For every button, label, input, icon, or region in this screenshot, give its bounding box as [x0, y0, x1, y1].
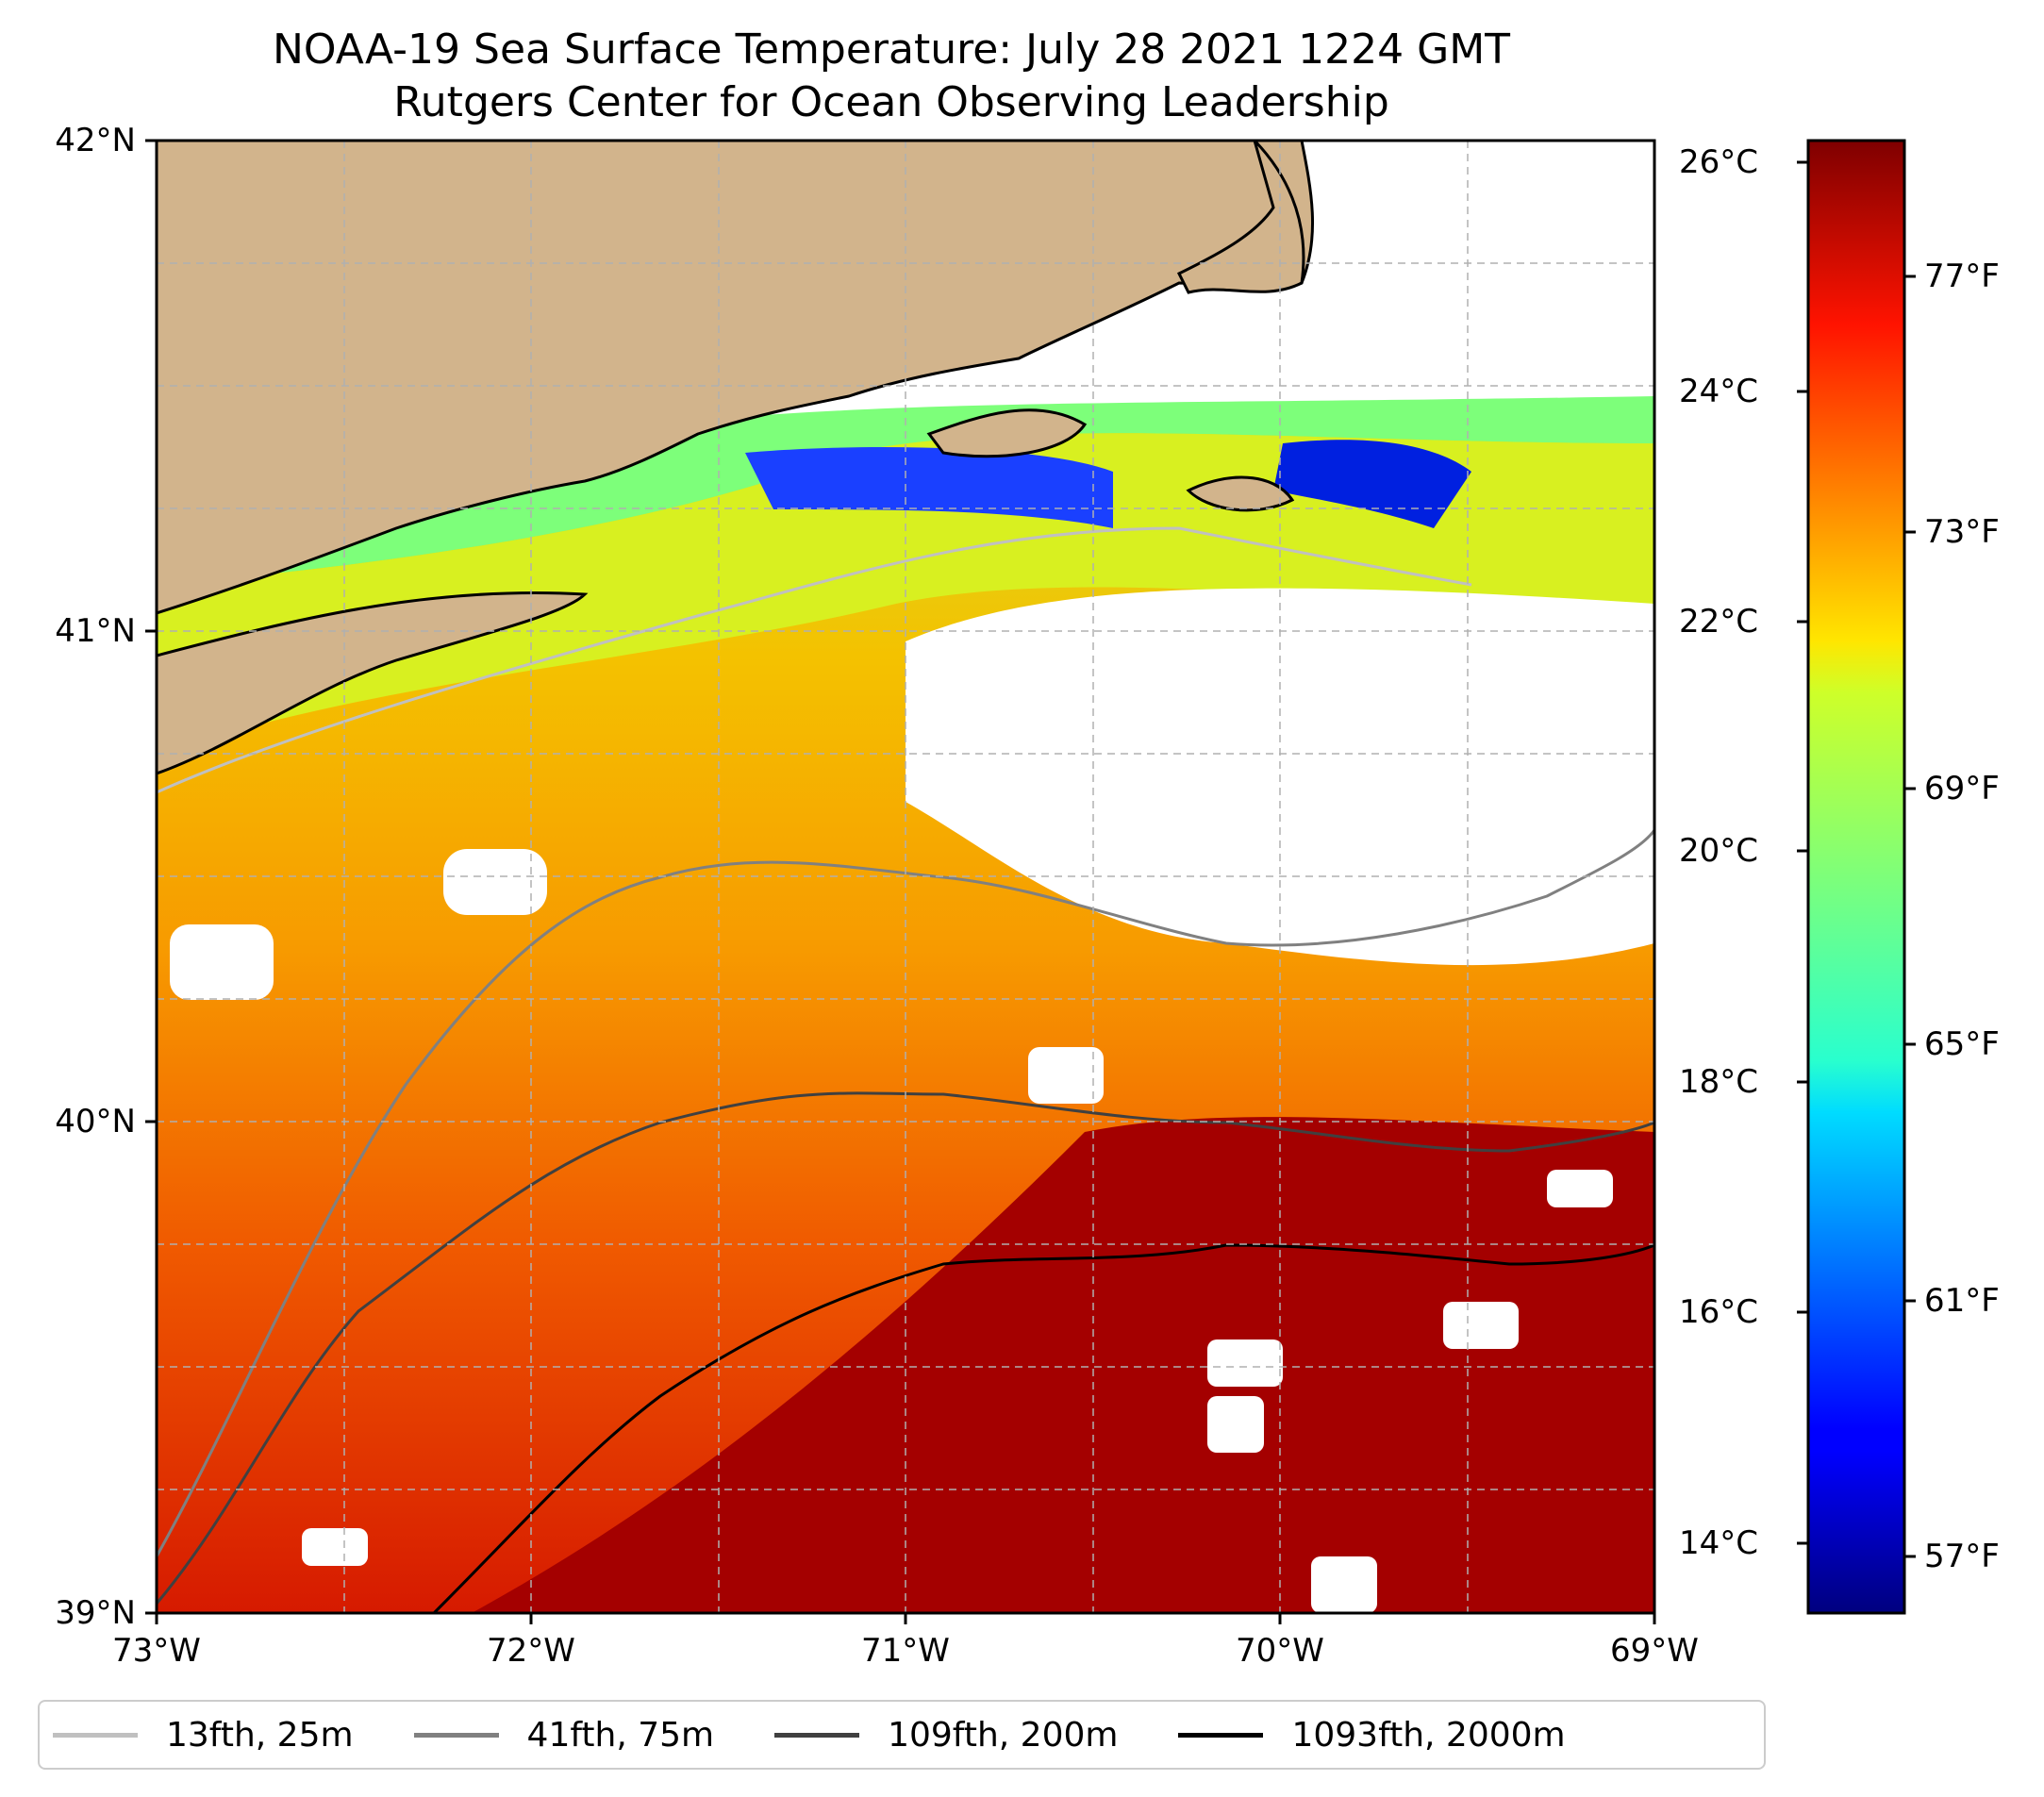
isobath-200m [157, 1091, 1654, 1605]
celsius-tick-label: 14°C [1679, 1524, 1759, 1562]
lat-tick-label: 42°N [55, 122, 136, 159]
cloud-patch [1547, 1170, 1613, 1207]
lat-tick-label: 40°N [55, 1103, 136, 1140]
legend-item-75m: 41fth, 75m [413, 1715, 715, 1755]
lon-tick-label: 73°W [112, 1632, 201, 1670]
legend-item-2000m: 1093fth, 2000m [1178, 1715, 1566, 1755]
legend-label-25m: 13fth, 25m [166, 1715, 354, 1755]
isobath-2000m [432, 1243, 1654, 1613]
fahrenheit-tick-label: 65°F [1924, 1025, 2000, 1063]
lon-tick-label: 70°W [1236, 1632, 1324, 1670]
cloud-patch [1028, 1047, 1104, 1104]
lon-tick-label: 69°W [1610, 1632, 1699, 1670]
lon-tick-label: 72°W [487, 1632, 575, 1670]
cloud-patch [170, 924, 274, 1000]
colorbar [1806, 139, 1906, 1615]
celsius-tick-label: 22°C [1679, 603, 1759, 641]
legend-line-25m [53, 1732, 138, 1738]
map-subtitle: Rutgers Center for Ocean Observing Leade… [393, 78, 1389, 126]
lon-tick-label: 71°W [861, 1632, 950, 1670]
legend-label-2000m: 1093fth, 2000m [1291, 1715, 1566, 1755]
isobath-75m [157, 829, 1654, 1557]
isobath-25m [157, 526, 1472, 794]
cloud-patch [302, 1528, 368, 1566]
map-title: NOAA-19 Sea Surface Temperature: July 28… [272, 25, 1511, 74]
celsius-tick-label: 24°C [1679, 373, 1759, 410]
cloud-patch [1207, 1396, 1264, 1453]
lat-tick-label: 39°N [55, 1594, 136, 1632]
celsius-tick-label: 16°C [1679, 1293, 1759, 1331]
celsius-tick-label: 18°C [1679, 1063, 1759, 1101]
blue-cold-patches-east [1273, 440, 1471, 528]
fahrenheit-tick-label: 61°F [1924, 1282, 2000, 1320]
legend-line-2000m [1178, 1732, 1264, 1738]
cloud-patch [443, 849, 547, 915]
legend-item-200m: 109fth, 200m [774, 1716, 1118, 1755]
legend-label-200m: 109fth, 200m [888, 1715, 1119, 1755]
axis-ticks [145, 139, 1656, 1624]
legend-line-200m [774, 1732, 860, 1738]
fahrenheit-tick-label: 57°F [1924, 1538, 2000, 1575]
gridlines [157, 141, 1654, 1613]
fahrenheit-tick-label: 69°F [1924, 770, 2000, 807]
nantucket [1186, 475, 1295, 512]
marthas-vineyard [926, 408, 1088, 458]
isobath-legend: 13fth, 25m 41fth, 75m 109fth, 200m 1093f… [38, 1700, 1766, 1770]
cloud-patch [1207, 1339, 1283, 1387]
cloud-patch [1311, 1556, 1377, 1613]
fahrenheit-tick-label: 77°F [1924, 258, 2000, 295]
fahrenheit-tick-label: 73°F [1924, 513, 2000, 551]
colorbar-ticks [1797, 160, 1916, 1558]
cloud-patch [1443, 1302, 1519, 1349]
legend-item-25m: 13fth, 25m [53, 1716, 354, 1755]
celsius-tick-label: 20°C [1679, 832, 1759, 870]
legend-label-75m: 41fth, 75m [526, 1715, 715, 1755]
legend-line-75m [413, 1732, 499, 1738]
lat-tick-label: 41°N [55, 612, 136, 650]
long-island [157, 591, 589, 775]
cape-cod [1176, 141, 1305, 294]
celsius-tick-label: 26°C [1679, 143, 1759, 181]
